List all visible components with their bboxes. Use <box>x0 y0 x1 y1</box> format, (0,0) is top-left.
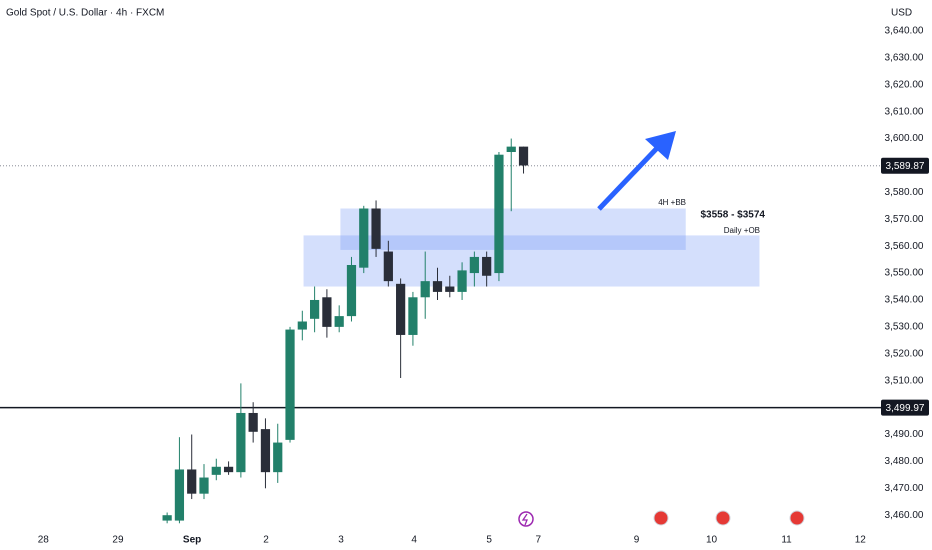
candle-body <box>482 256 492 276</box>
y-tick-label: 3,580.00 <box>885 187 924 198</box>
candle-body <box>469 256 479 274</box>
y-tick-label: 3,540.00 <box>885 295 924 306</box>
event-icon <box>521 513 528 526</box>
x-tick-label: 10 <box>706 535 718 546</box>
y-tick-label: 3,640.00 <box>885 26 924 37</box>
y-tick-label: 3,610.00 <box>885 106 924 117</box>
candle-body <box>236 412 246 473</box>
candle-body <box>432 281 443 292</box>
y-tick-label: 3,620.00 <box>885 79 924 90</box>
candle-body <box>359 208 369 268</box>
y-tick-label: 3,560.00 <box>885 241 924 252</box>
candle-body <box>506 146 516 153</box>
axis-unit: USD <box>891 8 912 19</box>
candle-body <box>346 265 357 317</box>
x-tick-label: 9 <box>634 535 640 546</box>
y-tick-label: 3,530.00 <box>885 322 924 333</box>
event-icon <box>715 510 731 526</box>
price-label-box <box>881 157 929 174</box>
annotation: $3558 - $3574 <box>700 210 765 221</box>
candle-body <box>248 412 258 432</box>
candle-body <box>162 515 172 521</box>
candle-body <box>371 208 381 249</box>
annotation: 4H +BB <box>658 198 686 207</box>
x-tick-label: 11 <box>781 535 792 546</box>
candle-body <box>322 297 332 327</box>
y-tick-label: 3,630.00 <box>885 52 924 63</box>
x-tick-label: 5 <box>486 535 492 546</box>
candle-body <box>518 146 529 166</box>
arrow-head <box>645 131 676 160</box>
y-tick-label: 3,470.00 <box>885 483 924 494</box>
arrow <box>597 131 676 211</box>
x-tick-label: 7 <box>535 535 541 546</box>
candle-body <box>223 466 234 473</box>
y-tick-label: 3,600.00 <box>885 133 924 144</box>
candle-body <box>445 286 455 292</box>
candle-body <box>199 477 209 494</box>
x-tick-label: 2 <box>263 535 269 546</box>
arrow-shaft <box>597 143 662 211</box>
x-tick-label: 29 <box>112 535 124 546</box>
x-tick-label: 4 <box>411 535 417 546</box>
event-icon <box>653 510 669 526</box>
event-icon <box>518 511 534 527</box>
candle-body <box>273 442 283 473</box>
annotation: Daily +OB <box>724 226 760 235</box>
x-tick-label: 12 <box>855 535 867 546</box>
y-tick-label: 3,480.00 <box>885 456 924 467</box>
y-tick-label: 3,460.00 <box>885 510 924 521</box>
candle-body <box>334 316 344 327</box>
candle-body <box>211 466 221 475</box>
candle-body <box>260 429 271 473</box>
candle-body <box>457 270 467 292</box>
candle-body <box>396 283 406 335</box>
x-tick-label: Sep <box>183 535 201 546</box>
candle-body <box>309 299 320 319</box>
candle-body <box>420 281 430 298</box>
y-tick-label: 3,510.00 <box>885 375 924 386</box>
y-tick-label: 3,520.00 <box>885 348 924 359</box>
chart-title: Gold Spot / U.S. Dollar · 4h · FXCM <box>6 8 164 19</box>
candle-body <box>408 297 418 335</box>
x-tick-label: 28 <box>38 535 50 546</box>
y-tick-label: 3,490.00 <box>885 429 924 440</box>
y-tick-label: 3,570.00 <box>885 214 924 225</box>
event-icon <box>789 510 805 526</box>
price-label: 3,499.97 <box>886 403 925 414</box>
zone <box>340 208 686 250</box>
y-tick-label: 3,550.00 <box>885 268 924 279</box>
event-icons <box>518 510 805 527</box>
candle-body <box>383 251 393 282</box>
price-label-box <box>881 399 929 416</box>
candle-body <box>174 469 185 521</box>
candle-body <box>285 329 295 440</box>
price-label: 3,589.87 <box>886 161 925 172</box>
candle-body <box>297 321 307 330</box>
candle-body <box>494 154 504 274</box>
x-tick-label: 3 <box>338 535 344 546</box>
candle-body <box>187 469 197 494</box>
